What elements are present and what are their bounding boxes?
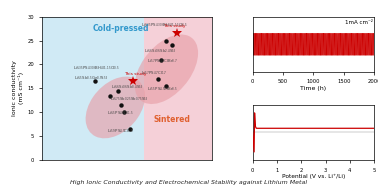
X-axis label: Potential (V vs. Li⁺/Li): Potential (V vs. Li⁺/Li) <box>282 174 345 179</box>
Text: $\rm Li_{6.5}PS_{4.5}Cl_{1.5}$: $\rm Li_{6.5}PS_{4.5}Cl_{1.5}$ <box>107 110 133 117</box>
Text: $\rm Li_{6.6}Si_{0.6}Sb_{2.4}S_5I$: $\rm Li_{6.6}Si_{0.6}Sb_{2.4}S_5I$ <box>144 48 176 55</box>
Ellipse shape <box>135 34 198 104</box>
Y-axis label: Ionic conductivity
(mS cm⁻¹): Ionic conductivity (mS cm⁻¹) <box>12 60 25 116</box>
Text: $\rm Li_{6.75}Sb_{0.25}Sb_{0.75}S_5I$: $\rm Li_{6.75}Sb_{0.25}Sb_{0.75}S_5I$ <box>110 95 148 103</box>
Text: Cold-pressed: Cold-pressed <box>93 24 149 33</box>
Text: This study: This study <box>124 71 146 76</box>
Text: $\rm Li_{6.35}PS_{4.30}(BH_4)_{1.15}Cl_{0.5}$: $\rm Li_{6.35}PS_{4.30}(BH_4)_{1.15}Cl_{… <box>73 64 120 72</box>
Text: $\rm Li_{6.6}Si_{0.6}Sb_{0.4}S_5I$: $\rm Li_{6.6}Si_{0.6}Sb_{0.4}S_5I$ <box>111 83 143 91</box>
Bar <box>42 17 144 160</box>
Ellipse shape <box>86 77 145 138</box>
Text: High Ionic Conductivity and Electrochemical Stability against Lithium Metal: High Ionic Conductivity and Electrochemi… <box>70 180 308 185</box>
Text: $\rm Li_{6.5}Sb_{0.5}Ge_{0.5}S_5I$: $\rm Li_{6.5}Sb_{0.5}Ge_{0.5}S_5I$ <box>74 75 108 82</box>
Text: 1mA cm⁻²: 1mA cm⁻² <box>345 20 373 25</box>
Bar <box>144 17 212 160</box>
Text: $\rm Li_{6.35}PS_{4.30}(BH_4)_{1.15}Cl_{0.5}$: $\rm Li_{6.35}PS_{4.30}(BH_4)_{1.15}Cl_{… <box>141 21 188 29</box>
Text: This study: This study <box>163 24 185 28</box>
Text: $\rm Li_{5.9}PS_{4.9}Cl_{1.5}$: $\rm Li_{5.9}PS_{4.9}Cl_{1.5}$ <box>107 127 133 135</box>
Text: $\rm Li_{5.7}PS_{4.7}Cl_{1.7}$: $\rm Li_{5.7}PS_{4.7}Cl_{1.7}$ <box>141 69 167 77</box>
Text: $\rm Li_{5.7}PS_{4.7}ClBr_{0.7}$: $\rm Li_{5.7}PS_{4.7}ClBr_{0.7}$ <box>147 57 177 65</box>
X-axis label: Time (h): Time (h) <box>301 86 327 91</box>
Text: Sintered: Sintered <box>153 115 191 124</box>
Text: $\rm Li_{5.5}PS_{4.5}ClBr_{0.5}$: $\rm Li_{5.5}PS_{4.5}ClBr_{0.5}$ <box>147 86 178 93</box>
